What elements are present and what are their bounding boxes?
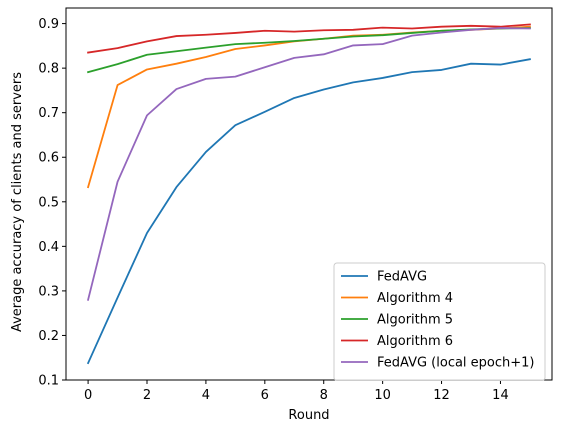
y-axis-label: Average accuracy of clients and servers (10, 72, 25, 332)
legend-label-1: FedAVG (377, 270, 427, 285)
series-line-1 (86, 58, 531, 365)
x-tick-label: 0 (84, 388, 92, 403)
y-tick-label: 0.2 (38, 329, 59, 344)
series-line-3 (86, 27, 531, 74)
y-tick-label: 0.3 (38, 284, 59, 299)
y-tick-label: 0.4 (38, 240, 59, 255)
series-line-5 (86, 27, 531, 301)
legend-box (333, 262, 546, 381)
y-tick-label: 0.8 (38, 62, 59, 77)
x-axis-label: Round (288, 408, 329, 423)
y-tick-label: 0.6 (38, 151, 59, 166)
y-tick-label: 0.7 (38, 106, 59, 121)
y-tick-label: 0.5 (38, 195, 59, 210)
legend-label-2: Algorithm 4 (377, 291, 453, 306)
y-tick-label: 0.1 (38, 374, 59, 389)
ticks-layer: 0 2 4 6 8 10 12 14 0.1 0.2 0.3 0.4 0.5 0.6 0.7 0.8 0.9 (38, 17, 508, 403)
series-layer (86, 23, 531, 365)
x-tick-label: 14 (492, 388, 509, 403)
x-tick-label: 2 (143, 388, 151, 403)
axes-layer (65, 7, 553, 381)
x-tick-label: 4 (202, 388, 210, 403)
x-tick-label: 12 (433, 388, 450, 403)
legend-label-3: Algorithm 5 (377, 313, 453, 328)
series-line-4 (87, 23, 531, 54)
x-tick-label: 6 (261, 388, 269, 403)
plot-frame (65, 7, 553, 381)
x-tick-label: 8 (320, 388, 328, 403)
x-tick-label: 10 (374, 388, 391, 403)
legend-label-4: Algorithm 6 (377, 334, 453, 349)
y-tick-label: 0.9 (38, 17, 59, 32)
legend: FedAVG Algorithm 4 Algorithm 5 Algorithm 6 F… (333, 262, 546, 381)
legend-label-5: FedAVG (local epoch+1) (377, 356, 535, 371)
